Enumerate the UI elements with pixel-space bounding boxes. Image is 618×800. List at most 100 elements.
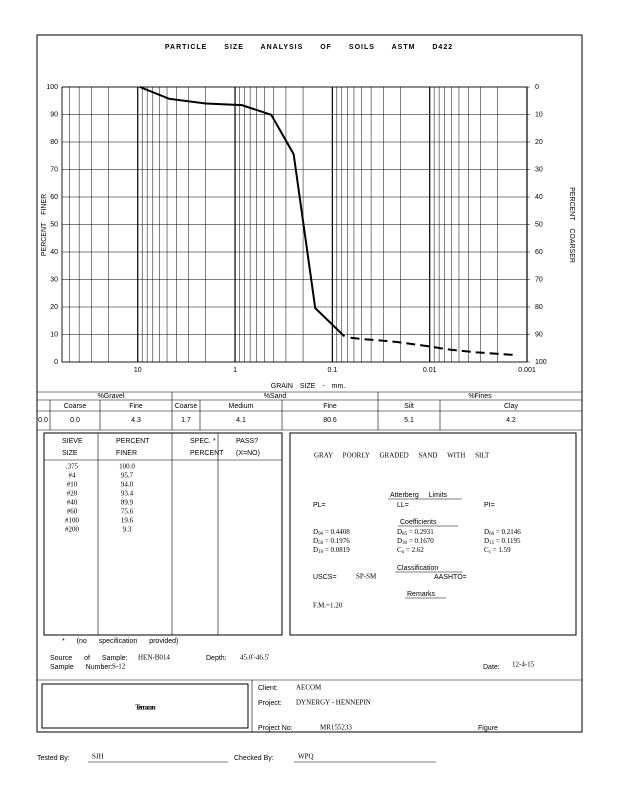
label: Checked By:	[234, 755, 274, 762]
coefficient: D10 = 0.0819	[313, 546, 350, 556]
column-header: Coarse	[64, 403, 87, 410]
label: Project:	[258, 700, 282, 707]
y-tick-label: 80	[50, 139, 58, 146]
coefficient-subscript: 85	[402, 532, 408, 537]
column-header: Clay	[504, 403, 519, 410]
label: Source of Sample:	[50, 655, 128, 662]
coefficient-subscript: 60	[489, 532, 495, 537]
value: 12-4-15	[512, 661, 535, 669]
sieve-size: #100	[65, 517, 80, 525]
cobbles-value: 0.0	[38, 417, 48, 424]
coefficient-value: = 0.4408	[323, 528, 350, 536]
x-axis-title: GRAIN SIZE - mm.	[271, 383, 346, 390]
group-header: %Gravel	[98, 393, 125, 400]
y-tick-label: 70	[50, 166, 58, 173]
coefficient-subscript: 50	[318, 541, 324, 546]
gradation-value: 4.2	[506, 417, 516, 424]
coefficient: Cu = 2.62	[397, 546, 424, 556]
gradation-value: 5.1	[404, 417, 414, 424]
coefficient-symbol: D	[313, 537, 318, 545]
percent-finer: 89.9	[121, 499, 134, 507]
label: Tested By:	[37, 755, 70, 762]
value: S-12	[112, 663, 126, 671]
y2-tick-label: 40	[535, 194, 543, 201]
coefficient-value: = 0.1976	[323, 537, 350, 545]
label: Depth:	[206, 655, 227, 662]
x-tick-label: 1	[233, 367, 237, 374]
gradation-value: 0.0	[70, 417, 80, 424]
y2-tick-label: 90	[535, 331, 543, 338]
coefficient: D90 = 0.4408	[313, 528, 350, 538]
logo-frame	[41, 683, 249, 729]
gradation-curve	[139, 86, 346, 338]
gradation-value: 1.7	[181, 417, 191, 424]
section-title: Atterberg Limits	[390, 492, 448, 499]
gradation-value: 4.1	[236, 417, 246, 424]
sieve-size: #10	[67, 481, 78, 489]
coefficient-symbol: D	[313, 546, 318, 554]
y2-tick-label: 60	[535, 249, 543, 256]
y-tick-label: 50	[50, 221, 58, 228]
sieve-header: SPEC. *	[190, 438, 216, 445]
x-tick-label: 0.1	[327, 367, 337, 374]
gradation-value: 80.6	[323, 417, 337, 424]
y-tick-label: 0	[54, 359, 58, 366]
y-tick-label: 90	[50, 111, 58, 118]
percent-finer: 75.6	[121, 508, 134, 516]
column-header: Medium	[229, 403, 254, 410]
y-tick-label: 40	[50, 249, 58, 256]
coefficient-subscript: c	[489, 550, 492, 555]
y2-tick-label: 80	[535, 304, 543, 311]
coefficient-value: = 0.2146	[494, 528, 521, 536]
coefficient-value: = 0.1195	[494, 537, 521, 545]
coefficient-subscript: 90	[318, 532, 324, 537]
coefficient-value: = 0.2931	[407, 528, 434, 536]
coefficient: D60 = 0.2146	[484, 528, 521, 538]
coefficient-subscript: 10	[318, 550, 324, 555]
y-tick-label: 60	[50, 194, 58, 201]
sieve-size: #200	[65, 526, 80, 534]
aashto-label: AASHTO=	[434, 574, 467, 581]
gradation-value: 4.3	[131, 417, 141, 424]
coefficient-value: = 1.59	[491, 546, 511, 554]
spec-note: * (no specification provided)	[62, 638, 178, 645]
coefficient-subscript: u	[402, 550, 405, 555]
sieve-header: PERCENT	[116, 438, 150, 445]
sieve-size: #60	[67, 508, 78, 516]
gradation-curve	[350, 336, 513, 356]
value: HEN-B014	[138, 654, 170, 662]
uscs-label: USCS=	[313, 574, 337, 581]
sieve-header: PERCENT	[190, 450, 224, 457]
percent-finer: 93.4	[121, 490, 134, 498]
coefficient-symbol: D	[313, 528, 318, 536]
remarks: F.M.=1.20	[313, 602, 343, 610]
coefficient-symbol: D	[397, 528, 402, 536]
column-header: Silt	[404, 403, 414, 410]
label: Client:	[258, 685, 278, 692]
uscs-value: SP-SM	[356, 573, 377, 581]
coefficient-symbol: D	[484, 528, 489, 536]
percent-finer: 95.7	[121, 472, 134, 480]
company-logo: Terracon	[135, 704, 155, 712]
percent-finer: 19.6	[121, 517, 134, 525]
value: SJH	[92, 753, 104, 761]
coefficient-value: = 0.0819	[323, 546, 350, 554]
sieve-size: #40	[67, 499, 78, 507]
column-header: Coarse	[175, 403, 198, 410]
sieve-size: .375	[66, 463, 79, 471]
coefficient: D85 = 0.2931	[397, 528, 434, 538]
value: DYNERGY - HENNEPIN	[296, 699, 371, 707]
percent-finer: 9.3	[123, 526, 132, 534]
coefficient-value: = 2.62	[404, 546, 424, 554]
percent-finer: 100.0	[119, 463, 135, 471]
soil-description: GRAY POORLY GRADED SAND WITH SILT	[314, 452, 490, 460]
y-tick-label: 20	[50, 304, 58, 311]
group-header: %Sand	[264, 393, 287, 400]
coefficient: D50 = 0.1976	[313, 537, 350, 547]
value: WPQ	[298, 753, 314, 761]
section-title: Coefficients	[400, 519, 437, 526]
sieve-size: #20	[67, 490, 78, 498]
atterberg-label: LL=	[397, 502, 409, 509]
soil-panel-frame	[289, 432, 577, 636]
column-header: Fine	[323, 403, 337, 410]
